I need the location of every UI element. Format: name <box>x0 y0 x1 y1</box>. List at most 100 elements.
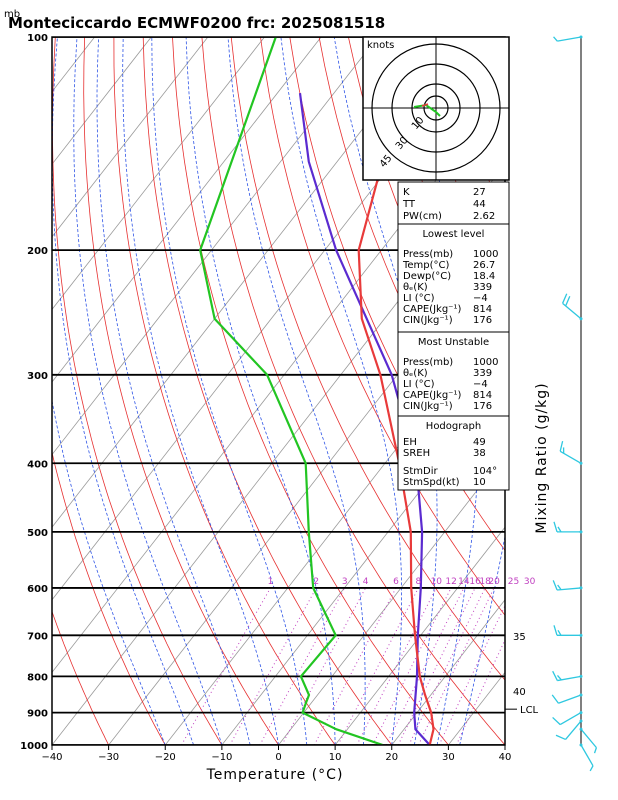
index-label: EH <box>403 437 417 448</box>
mixing-ratio-label: 1 <box>268 577 274 587</box>
index-value: 176 <box>473 315 492 326</box>
index-label: SREH <box>403 448 430 459</box>
mixing-ratio-line <box>313 587 397 745</box>
index-value: 2.62 <box>473 211 495 222</box>
wind-barb <box>555 719 583 741</box>
dry-adiabat-line <box>83 37 279 745</box>
moist-adiabat-line <box>151 37 308 745</box>
x-tick-label: −30 <box>98 752 119 763</box>
moist-adiabat-line <box>280 37 403 745</box>
mixing-ratio-label: 4 <box>363 577 369 587</box>
dry-adiabat-line <box>52 610 109 745</box>
y-tick-label: 900 <box>27 709 48 720</box>
most-unstable-box <box>397 331 510 417</box>
x-tick-label: 30 <box>442 752 455 763</box>
index-value: 176 <box>473 401 492 412</box>
isotherm-line <box>52 37 322 383</box>
y-tick-label: 100 <box>27 33 48 44</box>
index-label: Dewp(°C) <box>403 271 451 282</box>
moist-adiabat-line <box>52 398 166 745</box>
wind-barb <box>579 743 594 772</box>
index-label: CIN(Jkg⁻¹) <box>403 315 453 326</box>
wind-barb-column <box>551 35 598 772</box>
wind-barb <box>562 293 583 321</box>
pressure-unit-label: mb <box>4 9 20 20</box>
moist-adiabat-line <box>52 37 194 745</box>
chart-profiles <box>199 37 435 745</box>
x-axis-label: Temperature (°C) <box>206 767 344 783</box>
mixing-ratio-label: 18 <box>479 577 491 587</box>
index-value: −4 <box>473 379 488 390</box>
mixing-ratio-axis-label: Mixing Ratio (g/kg) <box>534 382 550 533</box>
index-label: PW(cm) <box>403 211 442 222</box>
x-tick-label: 20 <box>385 752 398 763</box>
isotherm-line <box>334 526 505 745</box>
index-label: StmSpd(kt) <box>403 477 460 488</box>
mixing-ratio-line <box>181 587 271 745</box>
indices-panel: K 27 TT 44 PW(cm) 2.62 Lowest level Press(mb) 10… <box>397 181 510 491</box>
dry-adiabat-line <box>113 37 336 745</box>
index-value: 44 <box>473 199 486 210</box>
x-tick-label: −40 <box>41 752 62 763</box>
mixing-ratio-label: 12 <box>445 577 456 587</box>
index-label: Temp(°C) <box>402 260 450 271</box>
index-label: LI (°C) <box>403 379 435 390</box>
chart-title: Monteciccardo ECMWF0200 frc: 2025081518 <box>8 14 385 32</box>
temperature-profile-line <box>357 37 435 745</box>
index-value: 18.4 <box>473 271 495 282</box>
moist-adiabat-line <box>96 37 251 745</box>
hodograph-trace <box>413 103 441 117</box>
index-label: θₑ(K) <box>403 282 428 293</box>
index-value: 49 <box>473 437 486 448</box>
isotherm-line <box>391 599 505 745</box>
index-label: LI (°C) <box>403 293 435 304</box>
index-label: K <box>403 187 410 198</box>
isotherm-line <box>52 37 379 456</box>
wind-barb <box>553 35 583 42</box>
isotherm-line <box>52 37 152 165</box>
moist-adiabat-line <box>400 37 481 745</box>
hodograph-index-box <box>397 415 510 491</box>
wind-barb <box>552 580 583 591</box>
lcl-label: LCL <box>520 705 539 716</box>
isotherm-line <box>52 37 209 238</box>
section-header: Hodograph <box>426 421 481 432</box>
hodograph-unit-label: knots <box>367 40 394 51</box>
moist-adiabat-line <box>73 37 223 745</box>
index-value: 38 <box>473 448 486 459</box>
index-label: CAPE(Jkg⁻¹) <box>403 390 461 401</box>
mixing-ratio-line <box>229 587 317 745</box>
dry-adiabat-line <box>260 37 505 616</box>
mixing-ratio-label: 14 <box>458 577 470 587</box>
isotherm-line <box>52 37 265 311</box>
isotherm-line <box>278 453 505 745</box>
mixing-ratio-label: 16 <box>469 577 481 587</box>
y-tick-label: 500 <box>27 528 48 539</box>
mixing-ratio-label: 6 <box>393 577 399 587</box>
mixing-ratio-line <box>259 587 346 745</box>
index-value: 814 <box>473 390 492 401</box>
wind-barb <box>551 693 583 704</box>
mixing-ratio-line <box>455 638 505 745</box>
mixing-ratio-label: 10 <box>431 577 443 587</box>
y-tick-label: 700 <box>27 631 48 642</box>
index-value: 339 <box>473 282 492 293</box>
mixing-ratio-label: 30 <box>524 577 536 587</box>
y-tick-label: 1000 <box>20 741 48 752</box>
wind-barb <box>553 521 583 534</box>
dry-adiabat-line <box>52 450 166 745</box>
moist-adiabat-line <box>459 37 505 745</box>
mixing-ratio-line <box>356 587 437 745</box>
moist-adiabat-line <box>227 37 366 745</box>
section-header: Most Unstable <box>418 337 489 348</box>
wind-barb <box>552 670 583 682</box>
isotherm-label: 40 <box>513 687 526 698</box>
mixing-ratio-label: 2 <box>313 577 319 587</box>
index-label: θₑ(K) <box>403 368 428 379</box>
y-tick-label: 400 <box>27 459 48 470</box>
mixing-ratio-label: 8 <box>416 577 422 587</box>
dewpoint-profile-line <box>199 37 384 745</box>
dry-adiabat-line <box>172 37 449 745</box>
